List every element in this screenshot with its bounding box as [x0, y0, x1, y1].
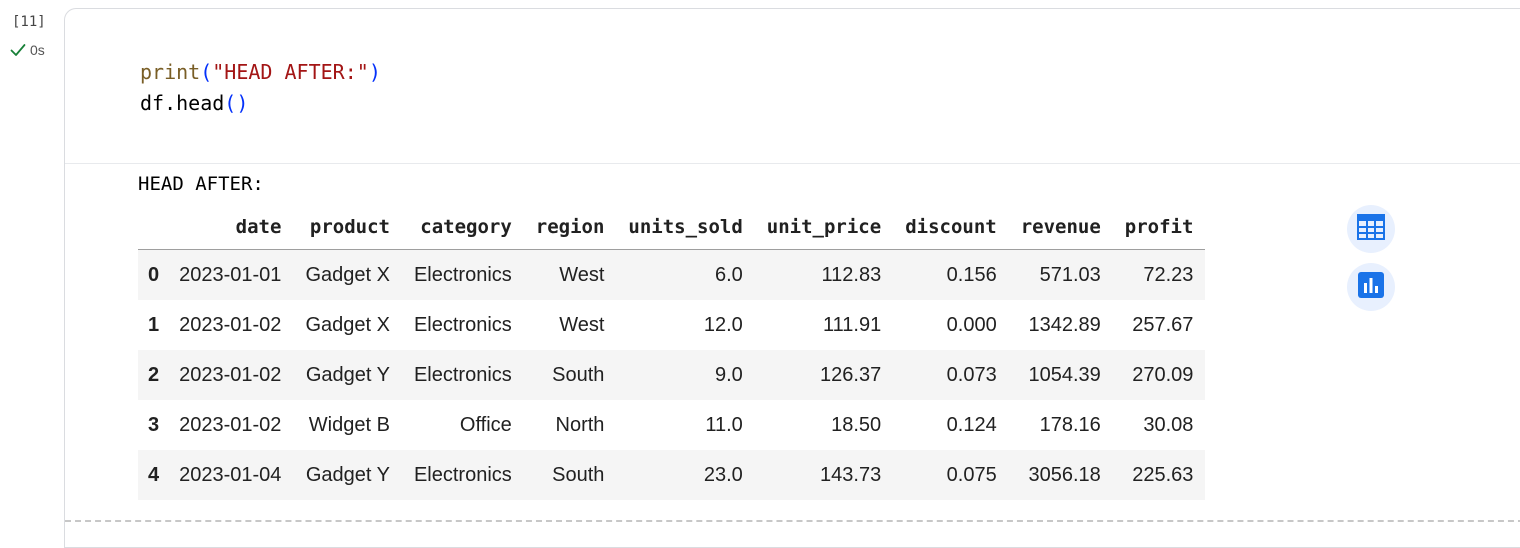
table-cell: 2023-01-02 — [179, 313, 282, 336]
table-cell: 0.156 — [946, 263, 997, 286]
table-cell: 178.16 — [1039, 413, 1101, 436]
table-row: 2 2023-01-02 Gadget Y Electronics South … — [138, 350, 1206, 400]
table-cell: 111.91 — [822, 313, 882, 336]
table-cell: 2023-01-01 — [179, 263, 282, 286]
row-index: 2 — [148, 363, 160, 386]
table-cell: 30.08 — [1143, 413, 1194, 436]
table-row: 0 2023-01-01 Gadget X Electronics West 6… — [138, 249, 1206, 300]
table-cell: 0.075 — [946, 463, 997, 486]
execution-count: [11] — [12, 14, 46, 30]
column-header: category — [401, 205, 524, 250]
column-header: date — [167, 205, 294, 250]
open-paren: ( — [224, 91, 237, 115]
code-line-1: print("HEAD AFTER:") — [140, 60, 381, 84]
table-cell: 270.09 — [1132, 363, 1194, 386]
table-row: 3 2023-01-02 Widget B Office North 11.0 … — [138, 400, 1205, 450]
table-cell: South — [552, 463, 605, 486]
cell-gutter: [11] 0s — [0, 0, 64, 530]
index-header — [138, 205, 168, 250]
run-status: 0s — [10, 42, 45, 58]
table-header-row: date product category region units_sold … — [138, 205, 1206, 250]
table-cell: 2023-01-04 — [179, 463, 282, 486]
table-cell: 257.67 — [1132, 313, 1194, 336]
table-cell: West — [559, 263, 605, 286]
suggest-charts-button[interactable] — [1347, 263, 1395, 311]
table-cell: 2023-01-02 — [179, 413, 282, 436]
table-cell: West — [559, 313, 605, 336]
column-header: revenue — [1008, 205, 1113, 250]
table-row: 1 2023-01-02 Gadget X Electronics West 1… — [138, 300, 1205, 350]
table-cell: 571.03 — [1039, 263, 1101, 286]
check-icon — [10, 43, 26, 57]
table-cell: 1054.39 — [1028, 363, 1101, 386]
column-header: product — [293, 205, 402, 250]
table-icon — [1357, 213, 1385, 245]
table-cell: 2023-01-02 — [179, 363, 282, 386]
column-header: region — [523, 205, 617, 250]
table-cell: Office — [459, 413, 512, 436]
code-line-2: df.head() — [140, 91, 248, 115]
row-index: 3 — [148, 413, 160, 436]
table-cell: 72.23 — [1143, 263, 1194, 286]
convert-to-interactive-table-button[interactable] — [1347, 205, 1395, 253]
table-cell: 0.073 — [946, 363, 997, 386]
table-cell: 18.50 — [831, 413, 882, 436]
column-header: profit — [1112, 205, 1206, 250]
row-index: 4 — [148, 463, 160, 486]
table-cell: Electronics — [413, 463, 512, 486]
row-index: 1 — [148, 313, 160, 336]
column-header: units_sold — [616, 205, 755, 250]
table-cell: Gadget Y — [305, 463, 390, 486]
code-editor[interactable]: print("HEAD AFTER:") df.head() — [140, 57, 381, 119]
output-divider — [65, 163, 1520, 164]
table-cell: North — [555, 413, 605, 436]
table-cell: 1342.89 — [1028, 313, 1101, 336]
table-row: 4 2023-01-04 Gadget Y Electronics South … — [138, 450, 1206, 500]
column-header: unit_price — [754, 205, 894, 250]
table-cell: Electronics — [413, 263, 512, 286]
string-literal: "HEAD AFTER:" — [212, 60, 369, 84]
dataframe-table: date product category region units_sold … — [138, 205, 1206, 500]
table-cell: 6.0 — [714, 263, 743, 286]
table-cell: Widget B — [308, 413, 390, 436]
bar-chart-icon — [1358, 271, 1384, 303]
table-cell: 11.0 — [705, 413, 743, 436]
table-cell: 12.0 — [703, 313, 743, 336]
table-cell: 3056.18 — [1028, 463, 1101, 486]
open-paren: ( — [200, 60, 213, 84]
table-cell: 0.124 — [946, 413, 997, 436]
close-paren: ) — [236, 91, 249, 115]
head-call: df.head — [140, 91, 225, 115]
column-header: discount — [893, 205, 1009, 250]
table-cell: 143.73 — [820, 463, 882, 486]
print-function: print — [140, 60, 201, 84]
table-cell: 112.83 — [821, 263, 882, 286]
table-cell: Gadget X — [305, 263, 390, 286]
table-cell: 0.000 — [946, 313, 997, 336]
table-cell: 9.0 — [714, 363, 743, 386]
table-cell: Electronics — [413, 313, 512, 336]
table-cell: South — [552, 363, 605, 386]
table-cell: Electronics — [413, 363, 512, 386]
row-index: 0 — [148, 263, 160, 286]
table-cell: 225.63 — [1132, 463, 1194, 486]
table-cell: 126.37 — [820, 363, 882, 386]
code-cell[interactable]: print("HEAD AFTER:") df.head() HEAD AFTE… — [64, 8, 1520, 548]
cell-bottom-border — [65, 520, 1520, 522]
stdout-text: HEAD AFTER: — [138, 173, 264, 195]
close-paren: ) — [368, 60, 381, 84]
table-cell: Gadget X — [305, 313, 390, 336]
table-cell: Gadget Y — [305, 363, 390, 386]
run-time: 0s — [30, 42, 45, 58]
table-cell: 23.0 — [703, 463, 743, 486]
